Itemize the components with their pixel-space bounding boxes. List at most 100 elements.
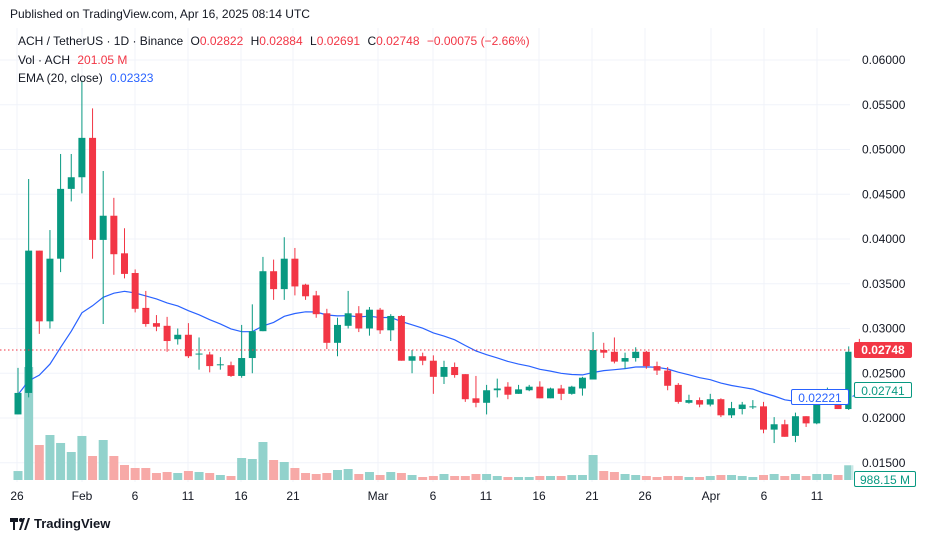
candle-body bbox=[696, 400, 704, 405]
candle-body bbox=[791, 416, 799, 436]
candle-body bbox=[302, 284, 310, 297]
volume-bar bbox=[226, 476, 236, 480]
candle-body bbox=[78, 137, 86, 178]
volume-bar bbox=[599, 471, 609, 480]
symbol-title[interactable]: ACH / TetherUS · 1D · Binance bbox=[18, 34, 184, 48]
volume-bar bbox=[24, 367, 34, 480]
volume-bar bbox=[695, 477, 705, 480]
time-tick-label: 16 bbox=[532, 489, 546, 503]
low-label: L bbox=[310, 34, 317, 48]
time-tick-label: 26 bbox=[638, 489, 652, 503]
ema-label[interactable]: EMA (20, close) bbox=[18, 71, 103, 85]
volume-bar bbox=[588, 455, 598, 480]
candle-body bbox=[312, 295, 320, 315]
volume-bar bbox=[833, 475, 843, 480]
price-tick-label: 0.02000 bbox=[862, 411, 906, 425]
candle-body bbox=[589, 349, 597, 380]
volume-bar bbox=[759, 475, 768, 480]
volume-bar bbox=[237, 458, 247, 480]
volume-bar bbox=[471, 474, 481, 480]
volume-bar bbox=[652, 477, 662, 480]
volume-bar bbox=[364, 472, 374, 480]
time-axis[interactable]: 26 Feb 6 11 16 21 Mar 6 11 16 21 26 Apr 6 11 bbox=[10, 489, 823, 503]
brand-name: TradingView bbox=[34, 516, 111, 531]
volume-bar bbox=[705, 476, 715, 480]
candle-body bbox=[461, 374, 469, 400]
volume-bar bbox=[279, 462, 289, 480]
candle-body bbox=[131, 273, 139, 309]
volume-legend: Vol · ACH 201.05 M bbox=[18, 53, 131, 67]
candle-body bbox=[493, 388, 501, 391]
candle-body bbox=[67, 177, 75, 189]
prev-close-tag: 0.02741 bbox=[854, 382, 912, 398]
candle-body bbox=[35, 250, 43, 322]
candle-body bbox=[216, 364, 224, 366]
time-tick-label: Feb bbox=[72, 489, 93, 503]
volume-bar bbox=[801, 476, 811, 480]
volume-bar bbox=[663, 476, 673, 480]
volume-bar bbox=[205, 473, 215, 480]
volume-bar bbox=[34, 445, 44, 480]
candle-body bbox=[206, 354, 214, 367]
candle-body bbox=[770, 424, 778, 430]
candle-body bbox=[227, 365, 235, 376]
candle-body bbox=[89, 137, 97, 240]
time-tick-label: 11 bbox=[811, 489, 824, 503]
volume-bar bbox=[322, 473, 332, 480]
volume-bar bbox=[631, 475, 641, 480]
candle-body bbox=[376, 309, 384, 331]
price-tick-label: 0.04500 bbox=[862, 187, 906, 201]
volume-bar bbox=[620, 474, 630, 480]
candle-body bbox=[152, 323, 160, 327]
candle-body bbox=[451, 366, 459, 376]
volume-bar bbox=[769, 474, 779, 480]
ema-value: 0.02323 bbox=[110, 71, 154, 85]
volume-bars bbox=[13, 367, 864, 480]
volume-bar bbox=[183, 471, 193, 480]
candle-body bbox=[334, 324, 341, 343]
price-tick-label: 0.05000 bbox=[862, 143, 906, 157]
candle-body bbox=[259, 271, 267, 332]
price-axis[interactable]: 0.06000 0.05500 0.05000 0.04500 0.04000 0.035… bbox=[862, 53, 906, 470]
candle-body bbox=[121, 253, 128, 274]
volume-bar bbox=[844, 465, 854, 480]
candle-body bbox=[57, 188, 65, 259]
candle-body bbox=[248, 331, 256, 359]
candle-body bbox=[142, 307, 150, 325]
volume-bar bbox=[737, 476, 747, 480]
volume-bar bbox=[386, 472, 396, 480]
candle-body bbox=[238, 358, 246, 376]
time-tick-label: 6 bbox=[761, 489, 768, 503]
candle-body bbox=[515, 389, 523, 394]
candle-body bbox=[642, 351, 650, 367]
candle-body bbox=[717, 399, 725, 416]
candle-body bbox=[472, 398, 480, 403]
tradingview-logo-icon bbox=[10, 517, 30, 530]
volume-bar bbox=[333, 470, 342, 480]
candle-body bbox=[706, 399, 714, 405]
ema-line bbox=[17, 290, 860, 405]
volume-bar bbox=[343, 469, 353, 480]
volume-tag: 988.15 M bbox=[854, 471, 916, 487]
time-tick-label: 11 bbox=[182, 489, 195, 503]
candle-body bbox=[536, 386, 544, 399]
high-label: H bbox=[250, 34, 260, 48]
candle-body bbox=[674, 384, 682, 402]
candle-body bbox=[408, 356, 416, 361]
price-tick-label: 0.04000 bbox=[862, 232, 906, 246]
candle-body bbox=[547, 388, 554, 399]
price-tick-label: 0.03000 bbox=[862, 322, 906, 336]
volume-bar bbox=[56, 442, 66, 480]
volume-bar bbox=[396, 473, 406, 480]
candle-body bbox=[25, 250, 33, 393]
candle-body bbox=[397, 315, 405, 361]
open-value: 0.02822 bbox=[199, 34, 244, 48]
tradingview-logo[interactable]: TradingView bbox=[10, 516, 110, 531]
volume-bar bbox=[194, 472, 204, 480]
volume-bar bbox=[535, 476, 545, 480]
candle-body bbox=[781, 424, 789, 437]
price-tick-label: 0.06000 bbox=[862, 53, 906, 67]
volume-label[interactable]: Vol · ACH bbox=[18, 53, 71, 67]
ema-tag: 0.02221 bbox=[791, 389, 849, 405]
